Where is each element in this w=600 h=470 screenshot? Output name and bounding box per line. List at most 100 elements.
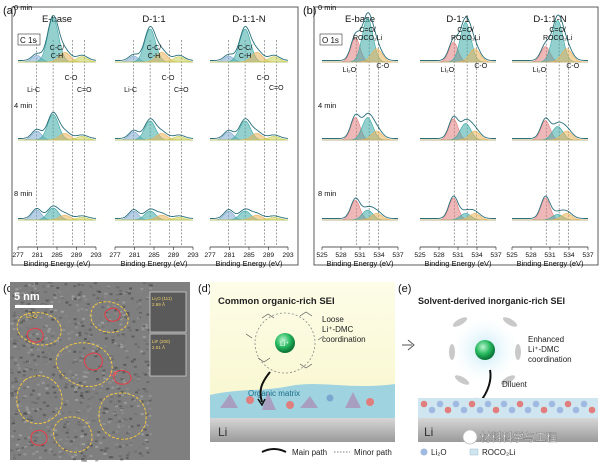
column-title-0: E-base [345,14,375,25]
peak-label: C-O [474,63,487,70]
legend-main-path: Main path [292,448,327,457]
x-tick-label: 277 [204,252,216,259]
fit-component [322,213,398,221]
legend: Main path Minor path Li₂O ROCO₂Li [261,448,516,457]
x-tick-label: 534 [563,252,575,259]
fit-component [210,217,289,221]
sei-particle [556,406,564,414]
panel-d-label: (d) [198,283,211,295]
fit-component [115,136,194,141]
sei-particle [436,400,444,408]
peak-label: C-O [65,75,78,82]
fit-component [420,213,496,221]
x-tick-label: 525 [316,252,328,259]
panel-b-label: (b) [303,5,316,17]
peak-label: C=O/ [457,27,474,34]
time-label-2: 8 min [318,189,336,198]
peak-label: C-O [566,63,579,70]
x-tick-label: 531 [544,252,556,259]
tem-image: Li₂O (111) 2.69 Å LiF (200) 2.01 Å 5 nm … [10,282,190,462]
sei-particle [460,406,468,414]
peak-label: C=O/ [359,27,376,34]
sei-particle [508,406,516,414]
x-tick-label: 293 [90,252,102,259]
sei-particle [468,400,476,408]
peak-label: C-H [239,53,251,60]
x-tick-label: 277 [12,252,24,259]
sei-particle [500,400,508,408]
d-to-e-arrow [402,339,415,351]
spectrum-envelope [115,208,194,219]
fit-component [18,56,97,63]
x-axis-label: Binding Energy (eV) [120,259,188,268]
sei-particle [540,406,548,414]
x-tick-label: 537 [582,252,594,259]
peak-label: C=O [269,85,284,92]
spectrum-envelope [18,205,97,219]
watermark-text: 材料科学与工程 [480,430,557,444]
x-tick-label: 277 [109,252,121,259]
fit-component [322,48,398,63]
spectrum-envelope [115,118,194,139]
fit-component [512,197,588,221]
x-tick-label: 537 [490,252,502,259]
panel-e-coord-2: Li⁺-DMC [528,345,560,354]
x-tick-label: 525 [506,252,518,259]
x-tick-label: 531 [354,252,366,259]
panel-d-ion: Li⁺ [280,341,289,348]
x-tick-label: 285 [51,252,63,259]
spectrum-envelope [512,117,588,139]
panel-b-frame [313,6,599,266]
x-axis-label: Binding Energy (eV) [215,259,283,268]
spectrum-envelope [18,14,97,61]
peak-label: Li-C [124,87,137,94]
tem-scale-bar: 5 nm [14,291,40,303]
spectrum-envelope [420,195,496,219]
sei-particle [476,406,484,414]
panel-e-coord-1: Enhanced [528,335,564,344]
panel-e-li: Li [424,425,433,439]
panel-e-diluent: Diluent [502,380,528,389]
sei-particle [516,400,524,408]
spectrum-envelope [210,26,289,61]
time-label-2: 8 min [14,189,32,198]
spectrum-envelope [322,12,398,61]
peak-label: C-C/ [238,45,252,52]
x-tick-label: 528 [335,252,347,259]
time-label-1: 4 min [14,101,32,110]
x-tick-label: 537 [392,252,404,259]
spectrum-envelope [322,112,398,139]
fit-component [420,130,496,141]
peak-label: C-C/ [147,45,161,52]
fit-component [115,56,194,63]
fit-component [512,130,588,141]
tem-marker-li2o: Li₂O [26,314,38,320]
peak-label: ROCO₂Li [451,35,481,42]
time-label-0: 0 min [14,3,32,12]
sei-particle [532,400,540,408]
peak-label: C-O [162,75,175,82]
x-tick-label: 534 [471,252,483,259]
time-label-0: 0 min [318,3,336,12]
panel-d-coord-2: Li⁺-DMC [322,325,354,334]
legend-roco2li: ROCO₂Li [482,448,516,457]
spectrum-envelope [115,26,194,61]
x-axis-label: Binding Energy (eV) [326,259,394,268]
x-tick-label: 281 [129,252,141,259]
peak-label: C=O [174,87,189,94]
tem-inset-top: Li₂O (111) [152,296,172,301]
fit-component [210,56,289,63]
panel-e-schematic: Solvent-derived inorganic-rich SEI Enhan… [418,282,598,442]
panel-e-coord-3: coordination [528,355,572,364]
spectrum-envelope [18,111,97,139]
spectrum-envelope [210,208,289,219]
peak-label: Li₂O [343,67,357,74]
x-axis-label: Binding Energy (eV) [23,259,91,268]
peak-label: C-O [376,63,389,70]
fit-component [18,136,97,141]
x-tick-label: 281 [224,252,236,259]
sei-particle [564,400,572,408]
fit-component [420,48,496,63]
tem-marker-lif: LiF [110,372,119,378]
